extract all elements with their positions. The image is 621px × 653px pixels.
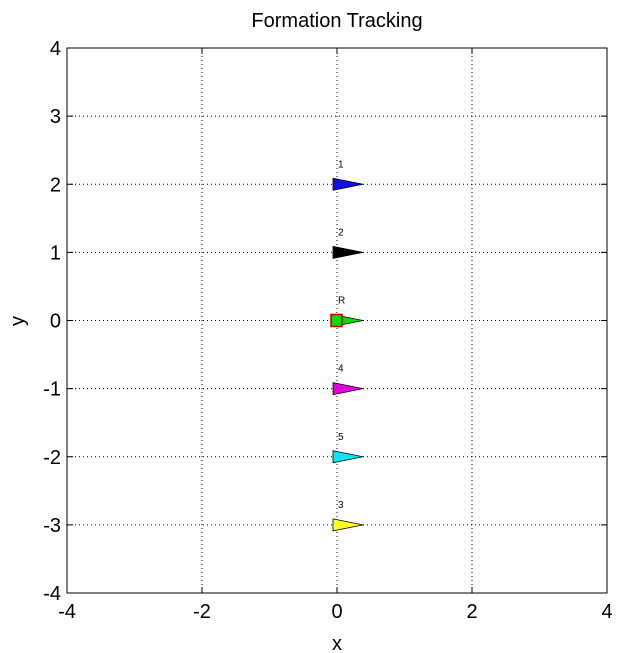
axis-ticks: -4 -2 0 2 4 4 3 2 1 0 -1 -2 -3 -4 <box>43 38 612 623</box>
agent-marker: 2 <box>332 227 364 259</box>
agent-label: 3 <box>338 500 344 511</box>
agent-marker: R <box>330 296 364 328</box>
agent-triangle <box>332 177 364 191</box>
y-tick-label: -1 <box>43 379 61 401</box>
agent-triangle <box>332 450 364 464</box>
agent-triangle <box>332 382 364 396</box>
agent-triangle <box>332 518 364 532</box>
x-tick-label: -4 <box>58 601 76 623</box>
y-tick-label: -3 <box>43 515 61 537</box>
agent-label: R <box>338 296 345 307</box>
agents: 1 2 R 4 5 3 <box>330 159 364 532</box>
agent-marker: 4 <box>332 364 364 396</box>
x-tick-label: -2 <box>193 601 211 623</box>
y-tick-label: 1 <box>50 242 61 264</box>
agent-marker: 1 <box>332 159 364 191</box>
agent-label: 5 <box>338 432 344 443</box>
agent-label: 4 <box>338 364 344 375</box>
chart-title: Formation Tracking <box>251 10 422 32</box>
y-tick-label: 4 <box>50 38 61 60</box>
x-axis-label: x <box>332 633 342 653</box>
agent-marker: 3 <box>332 500 364 532</box>
y-tick-label: 3 <box>50 106 61 128</box>
y-axis-label: y <box>7 316 29 326</box>
x-tick-label: 2 <box>466 601 477 623</box>
x-tick-label: 4 <box>601 601 612 623</box>
agent-triangle <box>332 245 364 259</box>
agent-label: 1 <box>338 159 344 170</box>
y-tick-label: 0 <box>50 311 61 333</box>
reference-square <box>330 313 343 328</box>
agent-label: 2 <box>338 227 344 238</box>
x-tick-label: 0 <box>331 601 342 623</box>
y-tick-label: 2 <box>50 174 61 196</box>
y-tick-label: -2 <box>43 447 61 469</box>
agent-marker: 5 <box>332 432 364 464</box>
y-tick-label: -4 <box>43 583 61 605</box>
